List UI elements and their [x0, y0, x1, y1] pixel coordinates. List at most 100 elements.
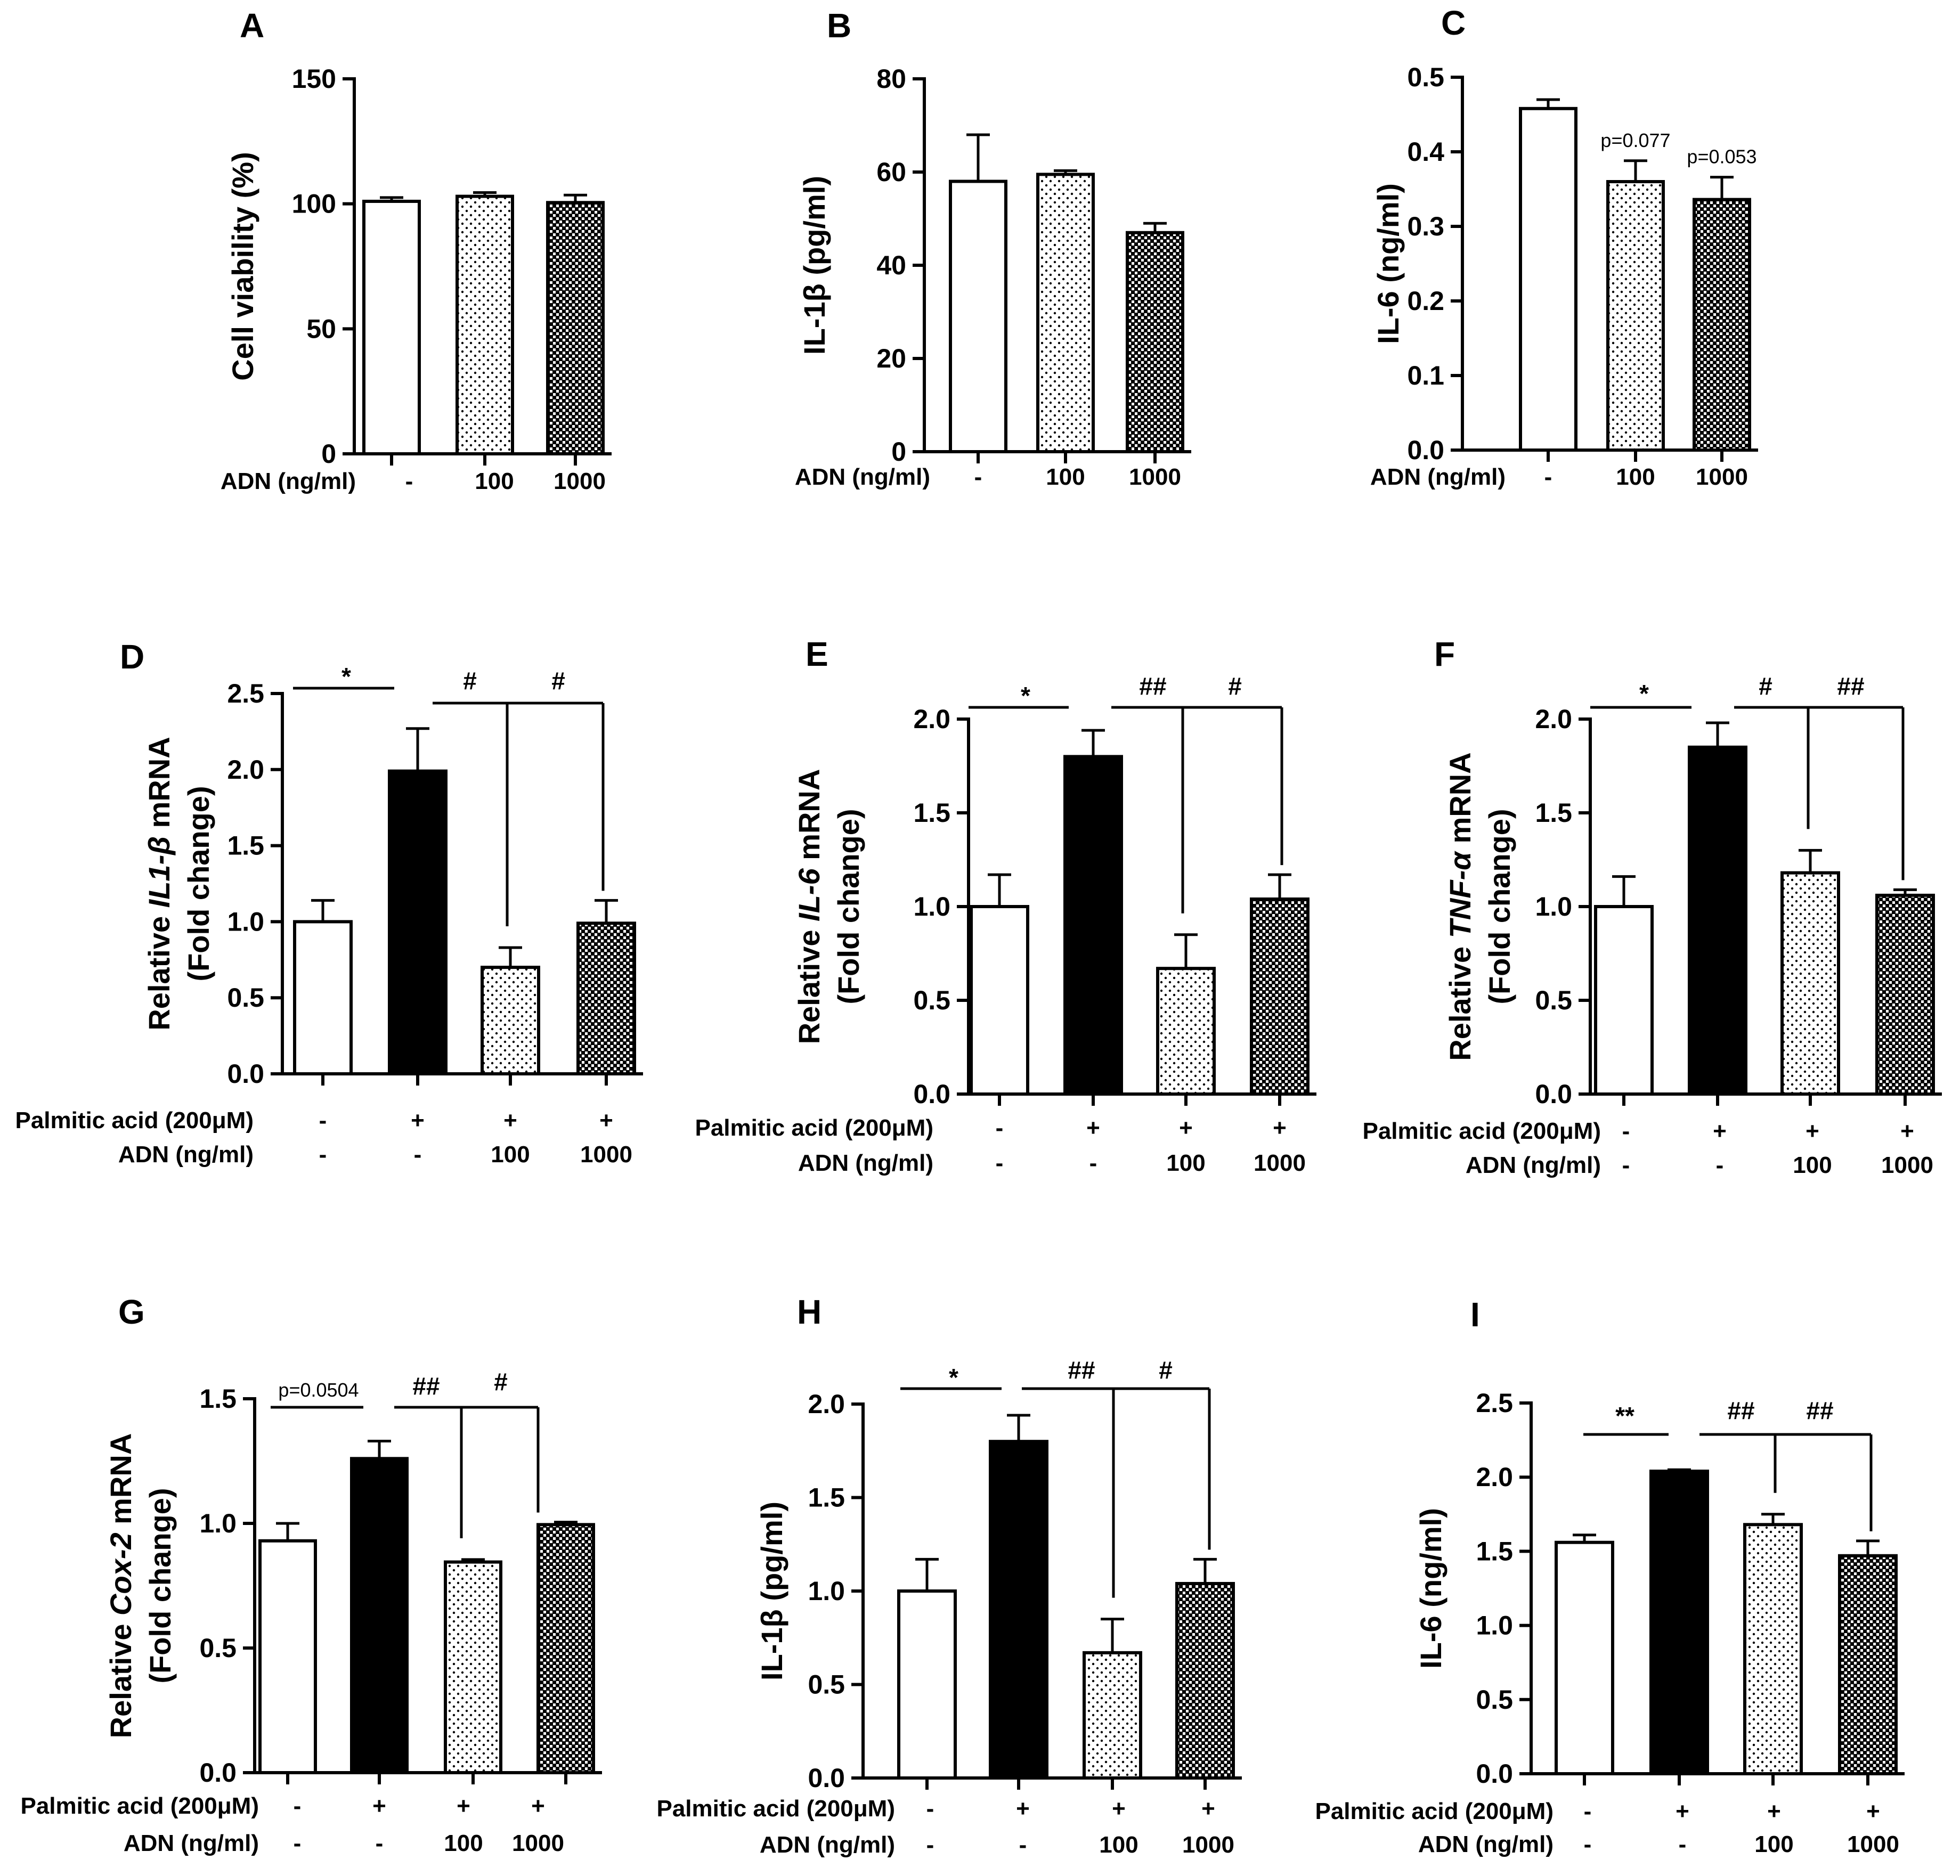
- y-tick-label: 0.0: [1535, 1079, 1572, 1109]
- condition-value: -: [974, 464, 982, 490]
- y-axis-label-part: IL-6 (ng/ml): [1414, 1508, 1447, 1669]
- bar: [258, 1539, 317, 1774]
- significance-mark: #: [551, 667, 565, 695]
- condition-value: +: [457, 1793, 470, 1819]
- condition-value: -: [405, 468, 413, 494]
- bar: [456, 194, 514, 455]
- condition-value: +: [1713, 1118, 1727, 1144]
- significance-mark: ##: [1806, 1397, 1833, 1424]
- bar: [1688, 745, 1747, 1096]
- condition-row-label: ADN (ng/ml): [1370, 464, 1506, 490]
- y-axis-label: Relative IL1-β mRNA: [142, 737, 176, 1030]
- significance-mark: #: [1228, 672, 1242, 700]
- condition-value: +: [1273, 1115, 1287, 1141]
- y-tick-label: 1.5: [227, 831, 264, 861]
- y-tick-label: 0: [891, 437, 906, 467]
- y-tick-label: 2.5: [1476, 1388, 1513, 1418]
- condition-row-label: Palmitic acid (200μM): [656, 1796, 895, 1822]
- panel-letter: E: [806, 635, 828, 673]
- condition-value: -: [1584, 1798, 1592, 1824]
- bar: [293, 920, 353, 1076]
- y-tick-label: 0.2: [1407, 286, 1444, 316]
- condition-value: -: [1584, 1831, 1592, 1857]
- y-tick-label: 20: [876, 344, 906, 373]
- condition-value: +: [1767, 1798, 1781, 1824]
- condition-value: +: [503, 1107, 517, 1133]
- y-tick-label: 0.5: [808, 1670, 845, 1700]
- condition-value: 100: [1754, 1831, 1793, 1857]
- bar: [1875, 893, 1935, 1096]
- y-axis-label-part: Relative: [792, 921, 826, 1044]
- y-tick-label: 1.5: [199, 1384, 237, 1414]
- panel-c: C 0.0 0.1 0.2 0.3 0.4 0.5 IL-6 (ng/ml) p=0.077 p=…: [1370, 4, 1758, 490]
- condition-value: -: [1019, 1832, 1027, 1858]
- y-tick-label: 60: [876, 157, 906, 187]
- bar: [1036, 173, 1095, 453]
- bar: [1063, 755, 1123, 1096]
- panel-letter: F: [1434, 635, 1455, 673]
- significance-mark: ##: [1727, 1397, 1754, 1424]
- condition-value: 100: [1616, 464, 1655, 490]
- panel-letter: B: [827, 6, 851, 45]
- y-axis-label-line2: (Fold change): [832, 809, 865, 1004]
- bar: [1126, 231, 1184, 453]
- y-axis-label-part: TNF-α: [1443, 851, 1477, 939]
- condition-row-label: ADN (ng/ml): [798, 1150, 933, 1176]
- y-axis-label: IL-6 (ng/ml): [1414, 1508, 1447, 1669]
- condition-value: -: [926, 1796, 934, 1822]
- condition-value: 1000: [554, 468, 606, 494]
- condition-value: -: [414, 1141, 422, 1168]
- y-axis-label: Relative TNF-α mRNA: [1443, 752, 1477, 1061]
- bar: [1594, 905, 1654, 1096]
- condition-value: -: [294, 1830, 302, 1856]
- condition-row-label: ADN (ng/ml): [124, 1830, 259, 1856]
- condition-value: -: [996, 1150, 1004, 1176]
- y-tick-label: 0.5: [913, 985, 950, 1015]
- bar: [546, 201, 605, 455]
- y-tick-label: 0.0: [1476, 1759, 1513, 1789]
- y-axis-label-part: IL-6 (ng/ml): [1371, 183, 1405, 344]
- y-tick-label: 0.0: [199, 1758, 237, 1788]
- bar: [350, 1457, 409, 1775]
- y-tick-label: 1.5: [1535, 798, 1572, 828]
- condition-value: 100: [1046, 464, 1085, 490]
- y-axis-label: Relative Cox-2 mRNA: [104, 1433, 137, 1739]
- condition-value: 1000: [1847, 1831, 1899, 1857]
- y-tick-label: 0.4: [1407, 137, 1444, 167]
- condition-value: +: [1016, 1796, 1030, 1822]
- bar: [1250, 897, 1310, 1096]
- bar: [1555, 1540, 1614, 1776]
- significance-mark: p=0.0504: [278, 1379, 359, 1401]
- bar: [1519, 107, 1577, 452]
- significance-mark: #: [1159, 1356, 1173, 1384]
- bar: [362, 199, 421, 455]
- significance-mark: *: [1639, 680, 1649, 707]
- y-axis-label: Relative IL-6 mRNA: [792, 769, 826, 1045]
- bar: [1175, 1581, 1235, 1780]
- panel-letter: D: [120, 638, 144, 676]
- y-tick-label: 150: [292, 64, 336, 94]
- condition-value: +: [411, 1107, 425, 1133]
- y-tick-label: 0.0: [227, 1059, 264, 1089]
- y-tick-label: 1.5: [808, 1483, 845, 1513]
- panel-g: G 0.0 0.5 1.0 1.5 Relative Cox-2 mRNA(Fold ch…: [20, 1293, 602, 1856]
- bar: [444, 1560, 502, 1775]
- condition-value: -: [319, 1141, 327, 1168]
- y-axis-label-part: IL1-β: [142, 836, 176, 908]
- condition-row-label: Palmitic acid (200μM): [1315, 1798, 1554, 1824]
- significance-mark: ##: [1068, 1356, 1095, 1384]
- y-tick-label: 0.1: [1407, 361, 1444, 390]
- condition-value: -: [1089, 1150, 1097, 1176]
- condition-value: +: [1866, 1798, 1880, 1824]
- condition-value: +: [599, 1107, 613, 1133]
- significance-mark: *: [341, 663, 351, 690]
- condition-value: +: [1806, 1118, 1819, 1144]
- bar: [949, 180, 1007, 453]
- condition-value: 1000: [512, 1830, 564, 1856]
- condition-value: -: [1622, 1118, 1630, 1144]
- condition-value: 100: [1793, 1152, 1832, 1178]
- condition-row-label: Palmitic acid (200μM): [15, 1107, 254, 1133]
- condition-value: -: [996, 1115, 1004, 1141]
- y-axis-label-line2: (Fold change): [1483, 809, 1516, 1004]
- y-tick-label: 1.0: [227, 907, 264, 936]
